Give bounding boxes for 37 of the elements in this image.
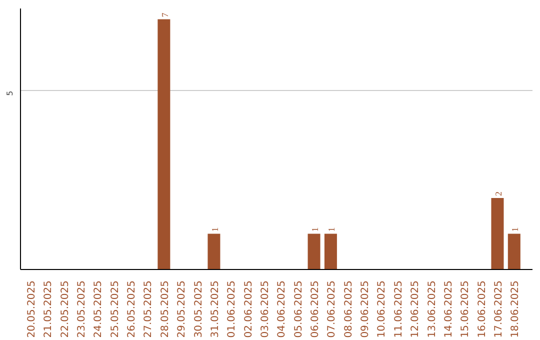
x-tick-label: 20.05.2025 — [26, 280, 38, 338]
x-tick-label: 14.06.2025 — [443, 280, 454, 338]
x-tick-label: 28.05.2025 — [160, 280, 171, 338]
x-tick-label: 02.06.2025 — [243, 280, 254, 338]
x-tick-label: 24.05.2025 — [93, 280, 104, 338]
data-label: 2 — [493, 191, 504, 196]
x-tick-label: 13.06.2025 — [426, 280, 438, 338]
x-tick-label: 25.05.2025 — [110, 280, 121, 338]
x-tick-label: 07.06.2025 — [326, 280, 338, 338]
x-tick-label: 31.05.2025 — [210, 280, 221, 338]
data-label: 7 — [160, 12, 170, 18]
x-tick-label: 22.05.2025 — [60, 280, 71, 338]
x-tick-label: 27.05.2025 — [143, 280, 154, 338]
data-label: 1 — [510, 227, 520, 232]
x-tick-label: 05.06.2025 — [293, 280, 304, 338]
x-tick-label: 06.06.2025 — [310, 280, 322, 338]
y-tick-label: 5 — [6, 90, 14, 96]
x-tick-label: 08.06.2025 — [343, 280, 354, 338]
x-tick-label: 16.06.2025 — [476, 280, 488, 338]
x-tick-label: 03.06.2025 — [260, 280, 271, 338]
x-tick-label: 11.06.2025 — [393, 280, 404, 338]
x-tick-label: 09.06.2025 — [360, 280, 372, 338]
x-tick-label: 26.05.2025 — [126, 280, 138, 338]
x-tick-label: 21.05.2025 — [43, 280, 54, 338]
x-tick-label: 15.06.2025 — [460, 280, 472, 338]
data-label: 1 — [310, 227, 320, 232]
data-label: 1 — [326, 227, 337, 232]
x-tick-label: 29.05.2025 — [176, 280, 188, 338]
x-tick-label: 30.05.2025 — [193, 280, 204, 338]
x-tick-label: 12.06.2025 — [410, 280, 422, 338]
x-tick-label: 04.06.2025 — [276, 280, 288, 338]
x-tick-label: 01.06.2025 — [226, 280, 238, 338]
x-tick-label: 10.06.2025 — [376, 280, 388, 338]
x-tick-label: 18.06.2025 — [510, 280, 522, 338]
data-label: 1 — [210, 227, 220, 232]
x-tick-label: 23.05.2025 — [76, 280, 88, 338]
x-tick-label: 17.06.2025 — [493, 280, 504, 338]
